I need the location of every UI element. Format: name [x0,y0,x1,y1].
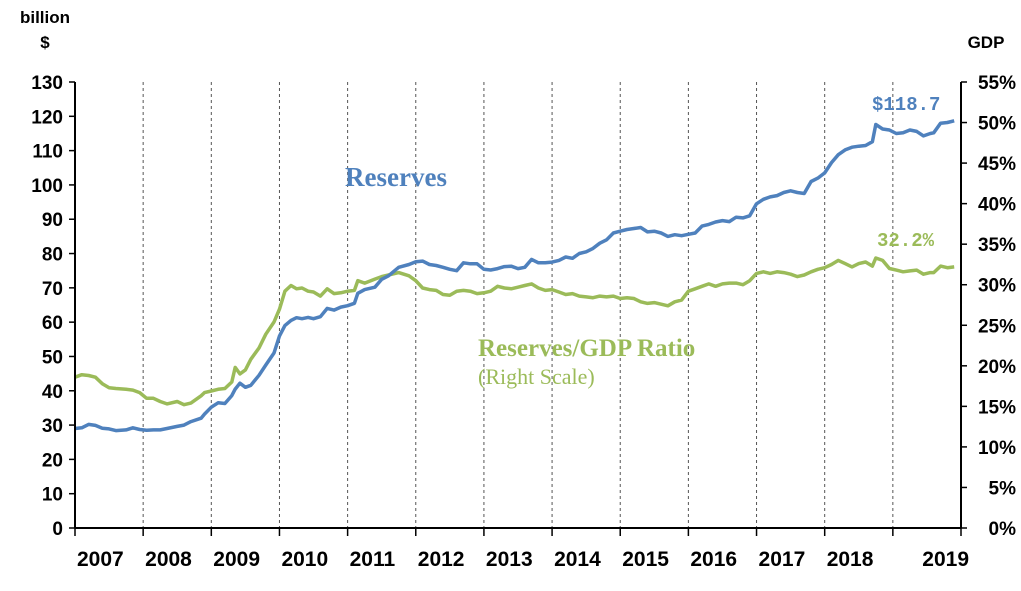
year-label: 2017 [759,548,806,571]
right-tick-label: 40% [978,195,1016,216]
year-label: 2015 [622,548,669,571]
right-tick-label: 30% [978,276,1016,297]
left-tick-label: 100 [31,176,63,197]
left-tick-label: 130 [31,73,63,94]
right-tick-label: 0% [989,519,1017,540]
year-labels: 2007 2008 2009 2010 2011 2012 2013 2014 2015 2016… [77,548,969,571]
left-tick-label: 40 [42,382,63,403]
left-tick-label: 0 [52,519,63,540]
right-axis-ticks: 0% 5% 10% 15% 20% 25% 30% 35% 40% 45% 50% 55% [961,73,1016,540]
year-gridlines [142,82,894,528]
right-tick-label: 55% [978,73,1016,94]
reserves-line [74,119,955,433]
left-tick-label: 60 [42,313,63,334]
ratio-end-label: 32.2% [877,230,935,252]
right-tick-label: 15% [978,397,1016,418]
right-tick-label: 50% [978,114,1016,135]
left-tick-label: 110 [32,142,63,163]
right-tick-label: 10% [978,438,1016,459]
right-unit-label: GDP [968,33,1005,52]
right-tick-label: 20% [978,357,1016,378]
left-tick-label: 70 [42,279,63,300]
year-label: 2009 [213,548,260,571]
reserves-end-label: $118.7 [872,94,940,116]
left-tick-label: 20 [42,450,63,471]
left-tick-label: 30 [42,416,63,437]
year-label: 2008 [145,548,192,571]
year-label: 2011 [350,548,396,571]
ratio-line [74,256,955,407]
axes [74,82,962,536]
year-label: 2014 [554,548,601,571]
reserves-series-label: Reserves [345,162,447,192]
left-unit-line2: $ [40,33,50,52]
right-tick-label: 45% [978,154,1016,175]
year-label: 2007 [77,548,124,571]
right-tick-label: 25% [978,316,1016,337]
year-label: 2012 [418,548,465,571]
left-tick-label: 50 [42,347,63,368]
left-tick-label: 10 [42,485,63,506]
year-label: 2019 [922,548,969,571]
left-tick-label: 90 [42,210,63,231]
left-axis-ticks: 0 10 20 30 40 50 60 70 80 90 100 110 120 130 [31,73,75,540]
series-layer [74,119,955,433]
year-label: 2010 [281,548,328,571]
left-unit-line1: billion [20,8,70,27]
ratio-series-label: Reserves/GDP Ratio [478,335,695,362]
ratio-series-sublabel: (Right Scale) [478,364,595,389]
left-tick-label: 80 [42,245,63,266]
left-tick-label: 120 [31,107,63,128]
year-label: 2013 [486,548,533,571]
right-tick-label: 5% [989,478,1017,499]
year-label: 2016 [690,548,737,571]
year-label: 2018 [827,548,874,571]
right-tick-label: 35% [978,235,1016,256]
